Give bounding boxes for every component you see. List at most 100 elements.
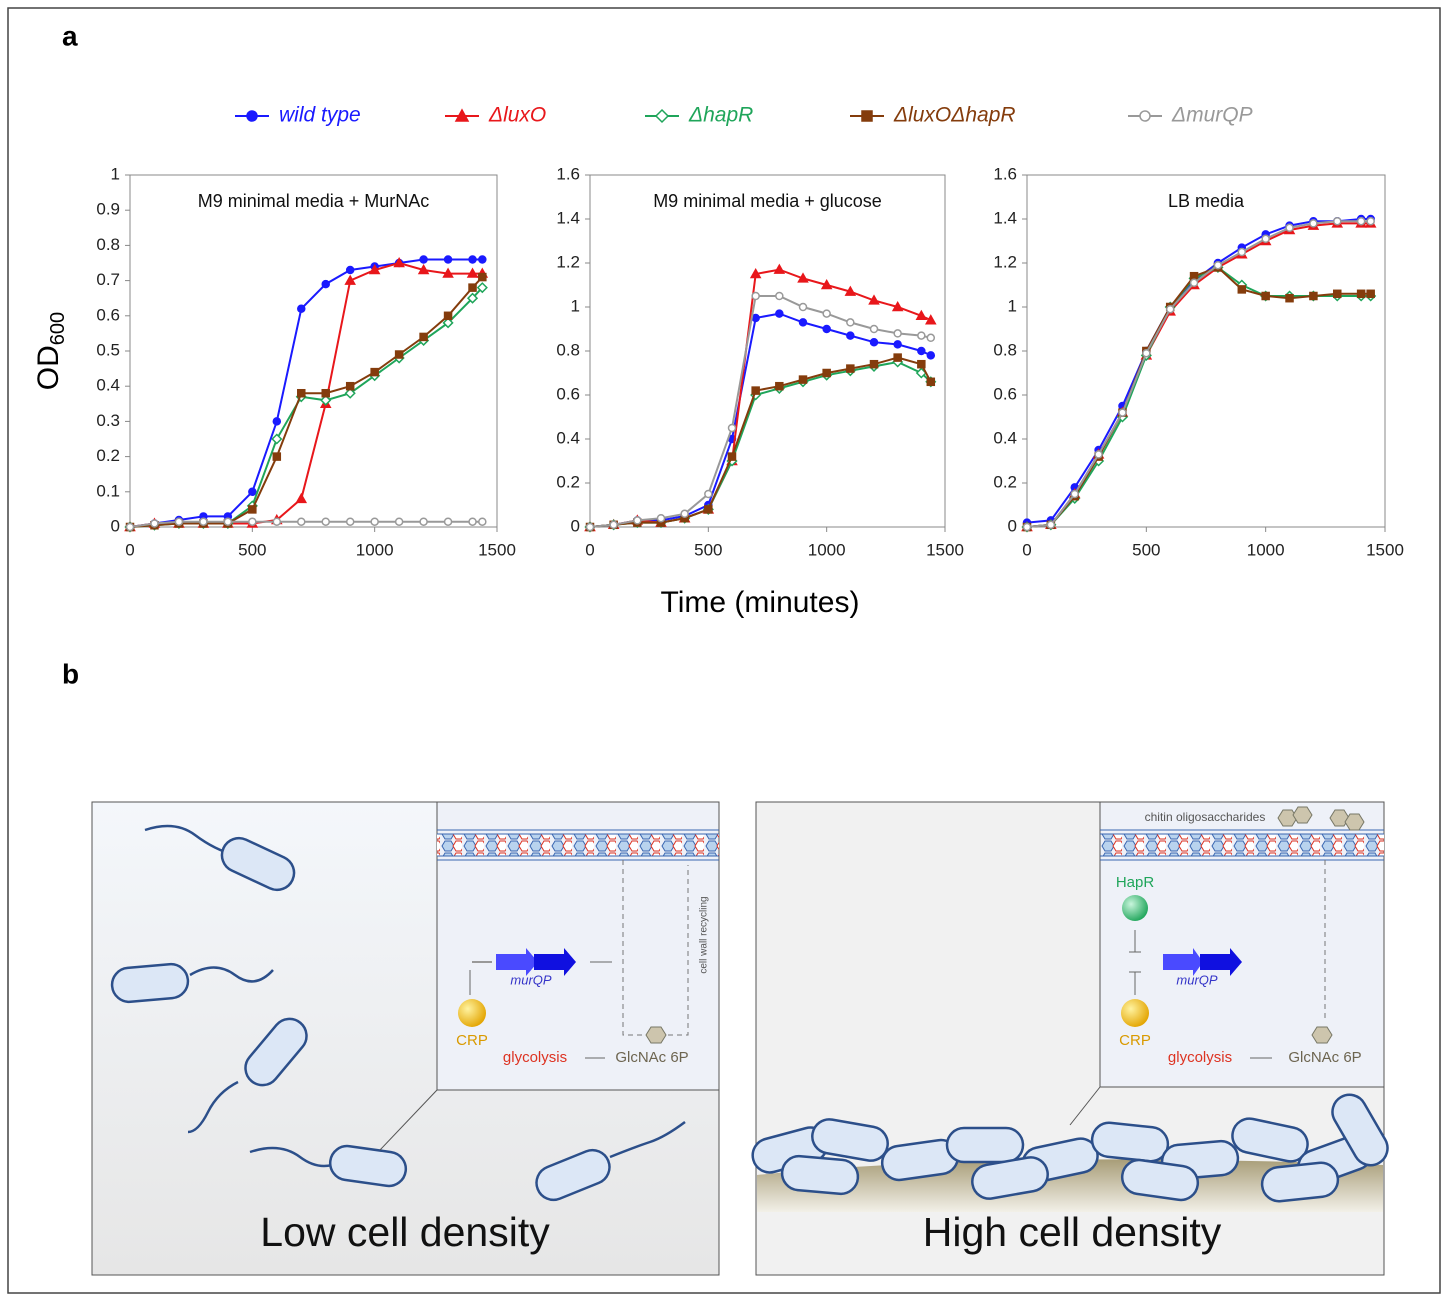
marker bbox=[798, 375, 808, 384]
y-tick-label: 0.8 bbox=[96, 235, 120, 254]
marker bbox=[1366, 216, 1375, 226]
marker bbox=[466, 292, 479, 304]
y-tick-label: 1 bbox=[571, 296, 580, 315]
marker bbox=[1237, 247, 1247, 257]
series-line bbox=[589, 295, 932, 528]
marker bbox=[917, 346, 926, 356]
x-tick-label: 0 bbox=[585, 540, 594, 559]
legend-marker bbox=[654, 108, 670, 124]
marker bbox=[394, 350, 404, 359]
marker bbox=[297, 388, 306, 398]
marker bbox=[893, 329, 902, 338]
glycolysis-label: glycolysis bbox=[1168, 1049, 1232, 1066]
legend-marker bbox=[861, 110, 873, 122]
x-tick-label: 1500 bbox=[926, 540, 964, 559]
marker bbox=[1046, 520, 1056, 530]
y-axis-label-sub: 600 bbox=[47, 312, 69, 345]
marker bbox=[370, 517, 379, 526]
y-tick-label: 0 bbox=[1008, 516, 1017, 535]
marker bbox=[295, 492, 308, 504]
marker bbox=[370, 367, 379, 377]
crp-label: CRP bbox=[1119, 1032, 1151, 1049]
y-tick-label: 1 bbox=[1008, 296, 1017, 315]
series-line bbox=[1026, 266, 1371, 528]
frame bbox=[7, 7, 1441, 1294]
marker bbox=[321, 388, 330, 398]
marker bbox=[609, 520, 618, 530]
marker bbox=[442, 267, 454, 278]
y-tick-label: 0.2 bbox=[993, 472, 1017, 491]
x-tick-label: 500 bbox=[694, 540, 722, 559]
marker bbox=[443, 255, 453, 264]
y-tick-label: 0.2 bbox=[96, 446, 120, 465]
series-line bbox=[1026, 220, 1371, 528]
marker bbox=[820, 278, 833, 290]
marker bbox=[926, 351, 936, 360]
x-tick-label: 0 bbox=[1022, 540, 1031, 559]
legend-marker bbox=[1139, 110, 1151, 122]
marker bbox=[915, 309, 928, 321]
marker bbox=[345, 517, 355, 526]
x-tick-label: 500 bbox=[238, 540, 266, 559]
marker bbox=[272, 417, 282, 426]
x-tick-label: 1000 bbox=[808, 540, 846, 559]
marker bbox=[680, 509, 689, 519]
marker bbox=[344, 387, 356, 399]
marker bbox=[1094, 450, 1103, 459]
x-tick-label: 500 bbox=[1132, 540, 1160, 559]
series-line bbox=[1026, 218, 1371, 524]
chitin-label: chitin oligosaccharides bbox=[1145, 810, 1266, 824]
y-axis-label-main: OD bbox=[32, 345, 65, 390]
y-tick-label: 1.2 bbox=[993, 252, 1017, 271]
marker bbox=[174, 517, 184, 526]
series-line bbox=[129, 286, 484, 528]
marker bbox=[925, 314, 937, 325]
marker bbox=[419, 332, 428, 342]
x-axis-label: Time (minutes) bbox=[661, 586, 860, 619]
marker bbox=[1285, 223, 1294, 233]
legend-marker bbox=[246, 110, 258, 122]
hapr-label: HapR bbox=[1116, 874, 1155, 891]
marker bbox=[476, 282, 488, 294]
marker bbox=[751, 386, 760, 395]
marker bbox=[466, 267, 479, 278]
marker bbox=[846, 318, 855, 327]
marker bbox=[272, 517, 282, 526]
chart-title: M9 minimal media + glucose bbox=[653, 191, 882, 211]
marker bbox=[822, 309, 831, 318]
y-tick-label: 0 bbox=[571, 516, 580, 535]
series-line bbox=[589, 356, 932, 528]
marker bbox=[1356, 289, 1366, 299]
x-tick-label: 1000 bbox=[1247, 540, 1285, 559]
legend-marker bbox=[454, 108, 470, 122]
gene-label: murQP bbox=[510, 972, 552, 987]
crp-label: CRP bbox=[456, 1032, 488, 1049]
y-tick-label: 1.4 bbox=[993, 208, 1017, 227]
y-tick-label: 0.3 bbox=[96, 411, 120, 430]
marker bbox=[585, 522, 595, 532]
legend-label: ΔluxOΔhapR bbox=[893, 104, 1016, 127]
marker bbox=[891, 300, 904, 312]
y-tick-label: 0.5 bbox=[96, 340, 120, 359]
y-tick-label: 0.6 bbox=[993, 384, 1017, 403]
x-tick-label: 1500 bbox=[478, 540, 516, 559]
marker bbox=[846, 364, 855, 373]
y-tick-label: 1.4 bbox=[556, 208, 580, 227]
y-tick-label: 0.8 bbox=[993, 340, 1017, 359]
y-tick-label: 0.8 bbox=[556, 340, 580, 359]
marker bbox=[893, 353, 902, 362]
marker bbox=[1213, 260, 1223, 270]
y-tick-label: 0.4 bbox=[96, 376, 120, 395]
marker bbox=[199, 517, 208, 526]
panel-label: a bbox=[62, 20, 78, 51]
marker bbox=[1237, 285, 1247, 294]
marker bbox=[797, 272, 809, 283]
marker bbox=[344, 274, 356, 285]
glcnac-label: GlcNAc 6P bbox=[615, 1049, 688, 1066]
marker bbox=[917, 359, 926, 369]
marker bbox=[248, 505, 257, 514]
y-axis-label: OD600 bbox=[32, 312, 69, 390]
y-tick-label: 1.2 bbox=[556, 252, 580, 271]
marker bbox=[1309, 291, 1318, 301]
y-tick-label: 0.2 bbox=[556, 472, 580, 491]
